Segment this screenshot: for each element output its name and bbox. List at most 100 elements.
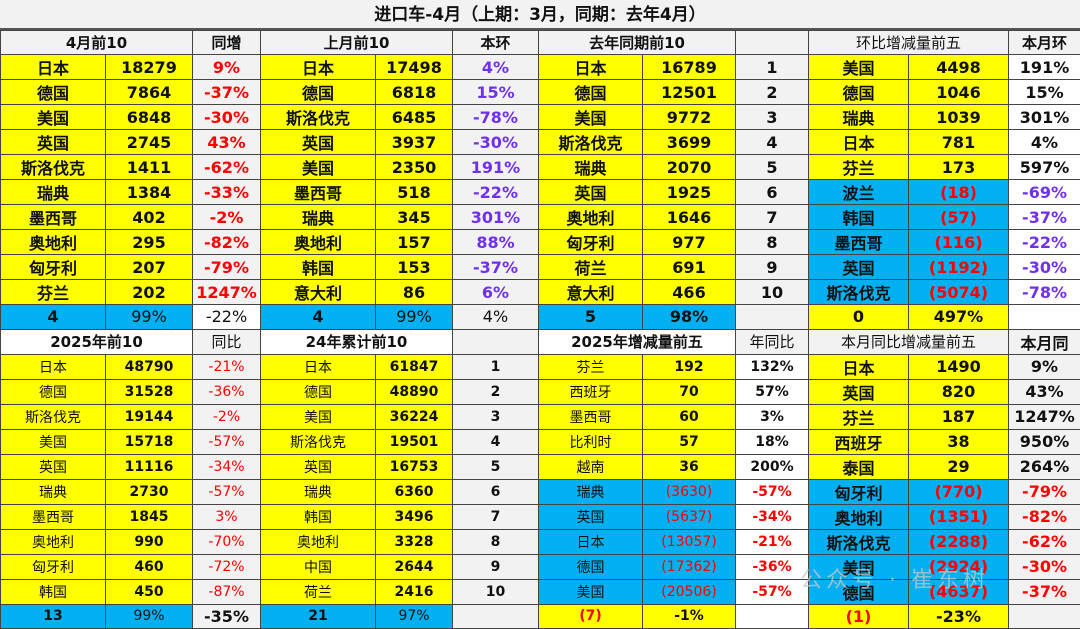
yoy-cell: -34%: [193, 454, 261, 479]
country-cell: 美国: [1, 429, 106, 454]
change-value-cell: 70: [643, 379, 736, 404]
value-cell: 466: [643, 280, 736, 305]
yoy-cell: 9%: [193, 55, 261, 80]
rank-cell: 6: [453, 479, 539, 504]
country-cell: 墨西哥: [261, 180, 376, 205]
change-value-cell: 1046: [909, 80, 1009, 105]
change-value-cell: 187: [909, 404, 1009, 429]
value-cell: 207: [106, 255, 193, 280]
change-pct-cell: -82%: [1009, 504, 1080, 529]
country-cell: 西班牙: [539, 379, 643, 404]
country-cell: 泰国: [809, 454, 909, 479]
count-cell: 21: [261, 604, 376, 629]
change-pct-cell: -62%: [1009, 529, 1080, 554]
count-cell: (1): [809, 604, 909, 629]
change-pct-cell: 3%: [736, 404, 809, 429]
country-cell: 匈牙利: [1, 554, 106, 579]
country-cell: 比利时: [539, 429, 643, 454]
country-cell: 墨西哥: [809, 230, 909, 255]
yoy-cell: -36%: [193, 379, 261, 404]
value-cell: 16789: [643, 55, 736, 80]
pct-cell: -23%: [909, 604, 1009, 629]
top-header-row: 4月前10 同增 上月前10 本环 去年同期前10 环比增减量前五 本月环: [1, 31, 1080, 55]
country-cell: 英国: [261, 130, 376, 155]
rank-cell: [736, 305, 809, 330]
country-cell: 斯洛伐克: [261, 105, 376, 130]
country-cell: 波兰: [809, 180, 909, 205]
value-cell: 1411: [106, 155, 193, 180]
change-pct-cell: -37%: [1009, 205, 1080, 230]
change-value-cell: (18): [909, 180, 1009, 205]
country-cell: 日本: [1, 354, 106, 379]
header-month-mom: 本月环: [1009, 31, 1080, 55]
country-cell: 斯洛伐克: [809, 280, 909, 305]
change-pct-cell: 597%: [1009, 155, 1080, 180]
yoy-cell: 1247%: [193, 280, 261, 305]
value-cell: 345: [376, 205, 453, 230]
header-mom: 本环: [453, 31, 539, 55]
yoy-cell: -22%: [193, 305, 261, 330]
change-pct-cell: 57%: [736, 379, 809, 404]
value-cell: 15718: [106, 429, 193, 454]
yoy-cell: -2%: [193, 404, 261, 429]
rank-cell: 4: [453, 429, 539, 454]
change-value-cell: 38: [909, 429, 1009, 454]
share-cell: 98%: [643, 305, 736, 330]
country-cell: 中国: [261, 554, 376, 579]
country-cell: 瑞典: [1, 180, 106, 205]
value-cell: 450: [106, 579, 193, 604]
yoy-cell: -30%: [193, 105, 261, 130]
rank-cell: 10: [453, 579, 539, 604]
country-cell: 英国: [261, 454, 376, 479]
country-cell: 德国: [809, 80, 909, 105]
change-pct-cell: 1247%: [1009, 404, 1080, 429]
yoy-cell: 43%: [193, 130, 261, 155]
country-cell: 芬兰: [809, 404, 909, 429]
country-cell: 德国: [261, 80, 376, 105]
change-pct-cell: -79%: [1009, 479, 1080, 504]
change-value-cell: (2924): [909, 554, 1009, 579]
value-cell: 18279: [106, 55, 193, 80]
pct-cell: -1%: [643, 604, 736, 629]
country-cell: 奥地利: [539, 205, 643, 230]
count-cell: 0: [809, 305, 909, 330]
header-month-yoy-change-top5: 本月同比增减量前五: [809, 329, 1009, 354]
count-cell: 4: [1, 305, 106, 330]
change-pct-cell: -30%: [1009, 554, 1080, 579]
country-cell: 斯洛伐克: [1, 155, 106, 180]
yoy-cell: -79%: [193, 255, 261, 280]
value-cell: 3496: [376, 504, 453, 529]
mom-cell: 15%: [453, 80, 539, 105]
change-pct-cell: -78%: [1009, 280, 1080, 305]
value-cell: 6848: [106, 105, 193, 130]
rank-cell: 6: [736, 180, 809, 205]
value-cell: 48890: [376, 379, 453, 404]
country-cell: 奥地利: [261, 230, 376, 255]
change-value-cell: 192: [643, 354, 736, 379]
rank-cell: 7: [736, 205, 809, 230]
country-cell: 斯洛伐克: [261, 429, 376, 454]
header-rank: [453, 329, 539, 354]
country-cell: 德国: [1, 80, 106, 105]
country-cell: 英国: [1, 454, 106, 479]
value-cell: 31528: [106, 379, 193, 404]
country-cell: 西班牙: [809, 429, 909, 454]
value-cell: 1646: [643, 205, 736, 230]
change-pct-cell: -36%: [736, 554, 809, 579]
country-cell: 日本: [539, 55, 643, 80]
country-cell: 英国: [539, 180, 643, 205]
change-pct-cell: 301%: [1009, 105, 1080, 130]
value-cell: 36224: [376, 404, 453, 429]
mom-cell: -22%: [453, 180, 539, 205]
